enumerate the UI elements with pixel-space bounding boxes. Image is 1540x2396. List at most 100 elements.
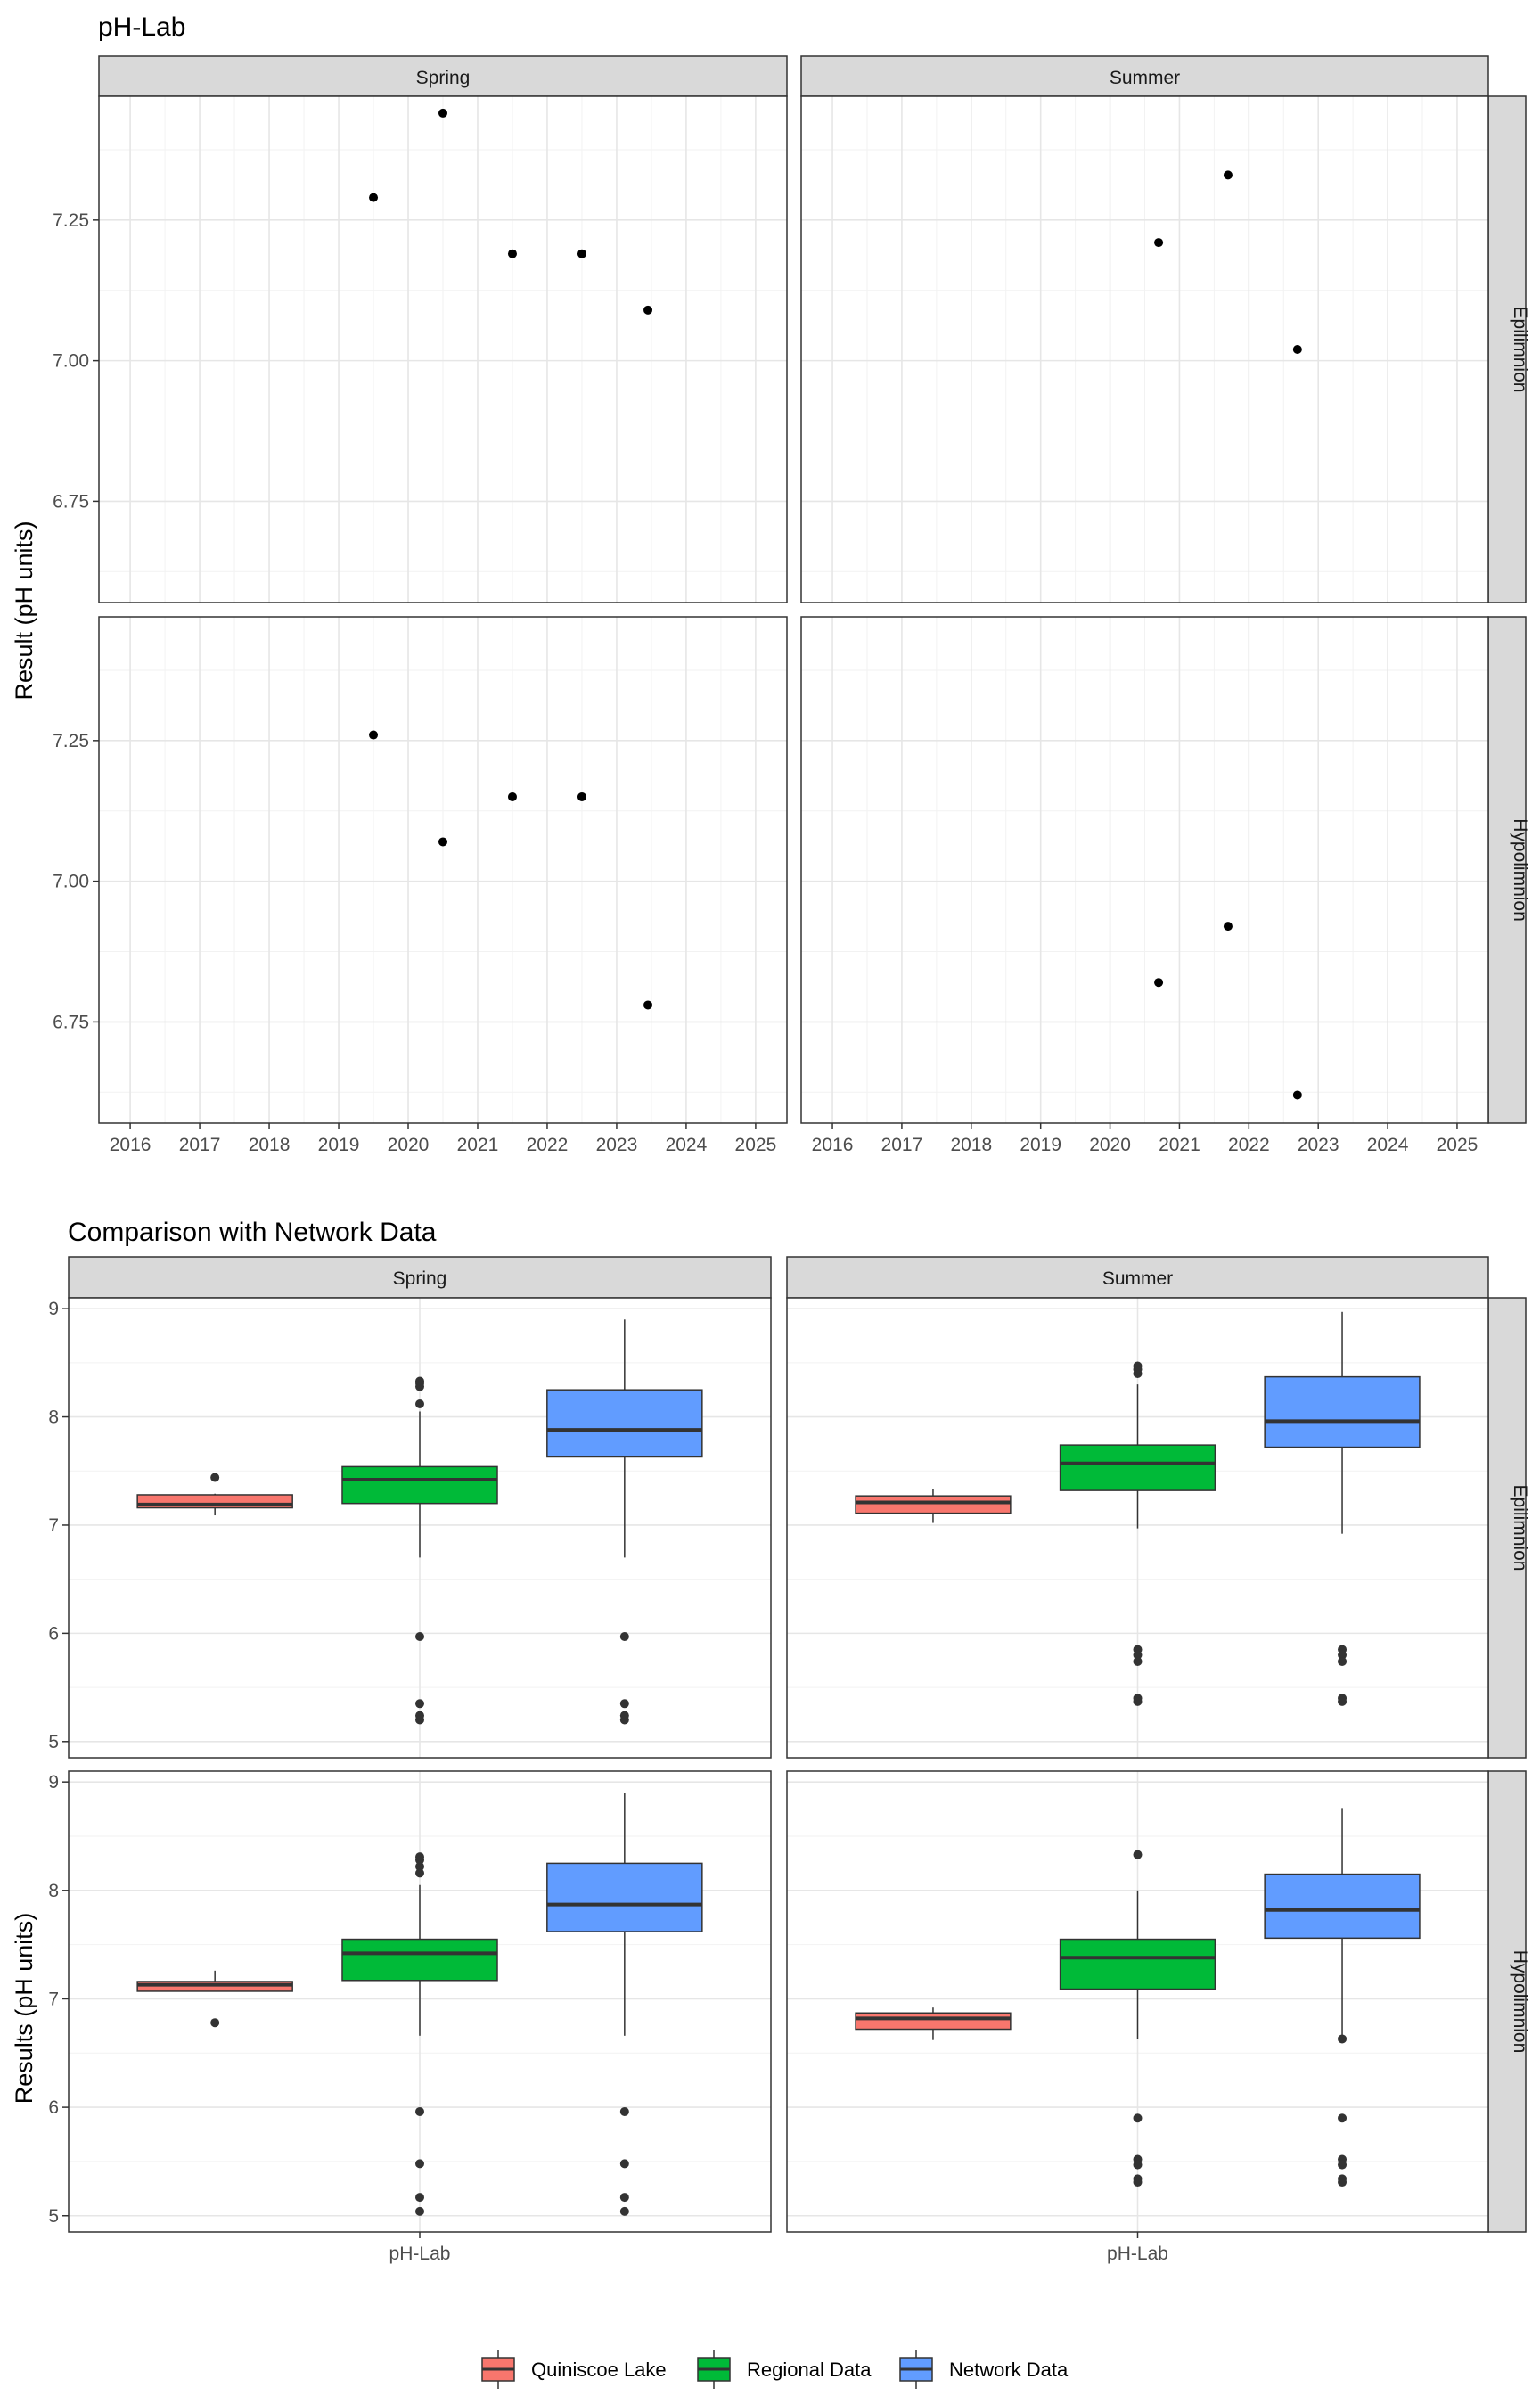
outlier-point [210,1473,220,1482]
plot-area: Spring Summer Epilimnion Hypolimnion 6.75 7.0… [48,55,1530,2264]
panel-border [68,1297,772,1759]
box-chart-title: Comparison with Network Data [68,1218,437,1247]
strip-spring [68,1256,772,1299]
y-tick-label: 7 [48,1515,59,1536]
data-point [369,193,379,202]
box-panel-summer-hypolimnion: pH-Lab [786,1770,1489,2264]
y-tick-label: 6 [48,1623,59,1644]
x-tick-label: 2020 [388,1135,430,1155]
y-tick-label: 9 [48,1772,59,1793]
panel-border [786,1297,1489,1759]
x-tick-label: 2024 [1367,1135,1409,1155]
outlier-point [415,2206,424,2216]
y-tick-label: 6.75 [53,491,89,512]
outlier-point [1338,2178,1348,2187]
outlier-point [619,2206,629,2216]
outlier-point [415,1376,424,1386]
y-tick-label: 7.00 [53,872,89,892]
box-body [1264,1873,1421,1940]
box-regional-data [341,1376,498,1725]
strip-label-epilimnion: Epilimnion [1510,1485,1530,1571]
y-tick-label: 9 [48,1299,59,1319]
y-tick-label: 7.00 [53,351,89,372]
legend-label: Regional Data [747,2359,872,2381]
outlier-point [415,2106,424,2116]
x-tick-label: 2025 [1437,1135,1479,1155]
strip-summer [800,55,1489,97]
box-body [1264,1375,1421,1448]
legend-label: Network Data [949,2359,1069,2381]
box-body [546,1389,703,1458]
outlier-point [1133,2113,1143,2123]
strip-label-hypolimnion: Hypolimnion [1510,1950,1530,2054]
strip-hypolimnion [1487,616,1527,1124]
scatter-chart-title: pH-Lab [98,12,185,42]
x-tick-label: 2025 [735,1135,777,1155]
outlier-point [1338,2034,1348,2044]
outlier-point [1338,1650,1348,1660]
x-tick-label: 2018 [249,1135,291,1155]
data-point [1292,345,1302,354]
box-quiniscoe-lake [136,1473,293,1516]
box-network-data [546,1793,703,2216]
data-point [1154,238,1164,248]
outlier-point [1338,2113,1348,2123]
x-tick-label: pH-Lab [389,2244,451,2264]
box-panel-spring-epilimnion: 5 6 7 8 9 [48,1297,772,1759]
outlier-point [415,2159,424,2169]
panel-border [800,95,1489,603]
y-tick-label: 7 [48,1989,59,2009]
outlier-point [415,1862,424,1872]
data-point [577,249,586,258]
outlier-point [619,2159,629,2169]
outlier-point [415,1868,424,1878]
scatter-panel-spring-hypolimnion: 6.75 7.00 7.25 2016 2017 2018 2019 2020 2021 2022… [53,616,788,1155]
outlier-point [1133,1850,1143,1859]
x-tick-label: 2021 [1159,1135,1200,1155]
outlier-point [415,1852,424,1862]
scatter-y-axis-label: Result (pH units) [11,521,37,700]
box-regional-data [1059,1361,1216,1706]
y-tick-label: 6 [48,2097,59,2118]
outlier-point [1133,2178,1143,2187]
outlier-point [415,2193,424,2203]
box-network-data [1264,1808,1421,2187]
y-tick-label: 6.75 [53,1012,89,1032]
x-tick-label: pH-Lab [1107,2244,1168,2264]
x-tick-label: 2020 [1089,1135,1131,1155]
legend: Quiniscoe Lake Regional Data Network Data [481,2350,1069,2389]
x-tick-label: 2022 [1228,1135,1270,1155]
x-tick-label: 2019 [318,1135,360,1155]
box-regional-data [341,1852,498,2216]
data-point [1292,1090,1302,1100]
box-quiniscoe-lake [855,2007,1012,2040]
data-point [643,1000,653,1010]
strip-epilimnion [1487,1297,1527,1759]
y-tick-label: 7.25 [53,210,89,231]
x-tick-label: 2023 [596,1135,638,1155]
legend-item-regional-data: Regional Data [697,2350,872,2389]
scatter-panel-summer-hypolimnion: 2016 2017 2018 2019 2020 2021 2022 2023 2024 2025 [800,616,1489,1155]
x-tick-label: 2024 [666,1135,708,1155]
outlier-point [1133,1696,1143,1706]
legend-item-quiniscoe-lake: Quiniscoe Lake [481,2350,667,2389]
outlier-point [619,1715,629,1725]
data-point [1154,978,1164,988]
scatter-panel-spring-epilimnion: 6.75 7.00 7.25 [53,95,788,603]
outlier-point [415,1699,424,1709]
outlier-point [1133,1361,1143,1371]
panel-border [800,616,1489,1124]
panel-border [98,616,788,1124]
box-body [1059,1938,1216,1990]
data-point [507,792,517,801]
data-point [643,305,653,315]
strip-label-hypolimnion: Hypolimnion [1510,818,1530,922]
outlier-point [1133,1656,1143,1666]
box-body [546,1862,703,1932]
data-point [438,837,447,847]
strip-hypolimnion [1487,1770,1527,2233]
data-point [507,249,517,258]
x-tick-label: 2017 [179,1135,221,1155]
outlier-point [415,1715,424,1725]
y-tick-label: 7.25 [53,731,89,751]
